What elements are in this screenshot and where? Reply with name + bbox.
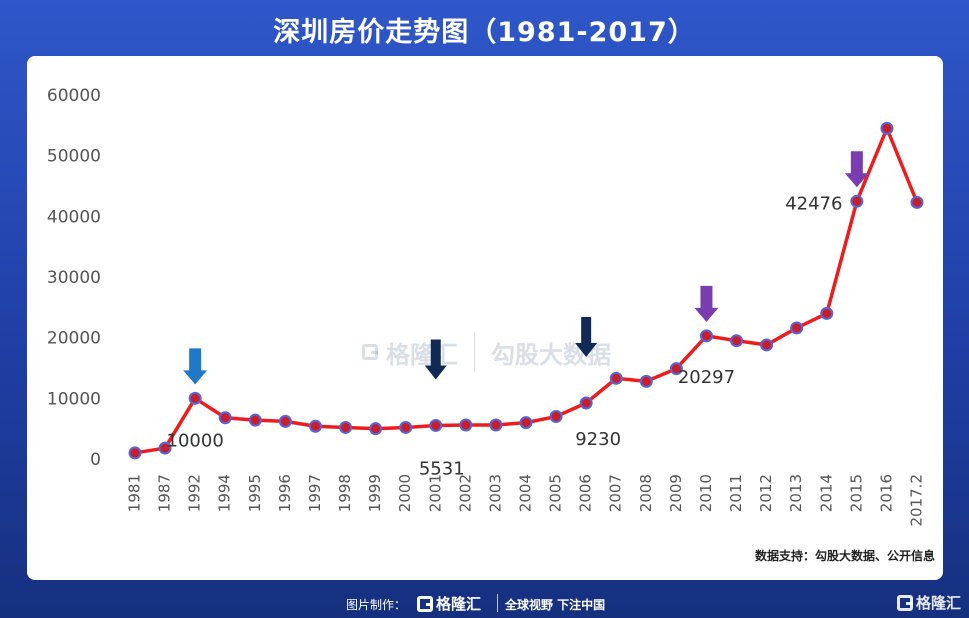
x-tick-label: 2005 <box>547 474 565 512</box>
watermark: 格隆汇 勾股大数据 <box>362 332 611 372</box>
x-tick-label: 1987 <box>156 474 174 512</box>
y-tick-label: 0 <box>90 450 101 470</box>
data-point <box>519 416 533 430</box>
x-tick-label: 2001 <box>426 474 444 512</box>
annotation-arrow-icon <box>844 151 869 188</box>
gelonghui-logo-icon <box>362 344 378 360</box>
data-point <box>790 321 804 335</box>
page-title: 深圳房价走势图（1981-2017） <box>273 17 696 48</box>
data-point <box>549 410 563 424</box>
chart-panel: 格隆汇 勾股大数据 60000 50000 40000 30000 20000 10000… <box>27 56 943 580</box>
x-tick-label: 1999 <box>366 474 384 512</box>
data-label: 42476 <box>785 193 842 214</box>
data-point <box>910 195 924 209</box>
x-tick-label: 2017.2 <box>908 474 926 527</box>
x-tick-label: 2006 <box>577 474 595 512</box>
y-tick-label: 60000 <box>47 86 101 106</box>
data-point <box>880 121 894 135</box>
x-tick-label: 2003 <box>486 474 504 512</box>
x-tick-label: 1997 <box>306 474 324 512</box>
data-label: 20297 <box>678 367 735 388</box>
footer-slogan: 全球视野 下注中国 <box>505 598 606 612</box>
made-by-label: 图片制作： <box>346 598 407 612</box>
y-tick-label: 20000 <box>47 329 101 349</box>
x-tick-label: 2000 <box>396 474 414 512</box>
data-point <box>820 306 834 320</box>
corner-logo: 格隆汇 <box>896 592 961 613</box>
x-tick-label: 1995 <box>246 474 264 512</box>
x-tick-label: 2012 <box>757 474 775 512</box>
data-point <box>278 414 292 428</box>
watermark-divider <box>474 332 475 372</box>
x-tick-label: 1996 <box>276 474 294 512</box>
data-point <box>609 371 623 385</box>
x-tick-label: 1998 <box>336 474 354 512</box>
x-tick-label: 1981 <box>126 474 144 512</box>
annotation-arrow-icon <box>183 348 208 385</box>
data-point <box>699 329 713 343</box>
data-point <box>128 446 142 460</box>
x-tick-label: 2002 <box>456 474 474 512</box>
data-label: 10000 <box>167 430 224 451</box>
data-point <box>369 422 383 436</box>
data-point <box>248 413 262 427</box>
footer-logo-text: 格隆汇 <box>436 595 482 613</box>
x-tick-label: 2014 <box>817 474 835 512</box>
data-point <box>459 418 473 432</box>
y-tick-label: 10000 <box>47 389 101 409</box>
x-tick-label: 2008 <box>637 474 655 512</box>
data-label: 5531 <box>419 458 465 479</box>
y-tick-label: 40000 <box>47 207 101 227</box>
x-tick-label: 2007 <box>607 474 625 512</box>
data-source-note: 数据支持：勾股大数据、公开信息 <box>754 549 935 563</box>
x-tick-label: 1992 <box>186 474 204 512</box>
annotation-arrow-icon <box>424 339 447 380</box>
x-tick-label: 2013 <box>787 474 805 512</box>
x-tick-label: 1994 <box>216 474 234 512</box>
data-point <box>399 420 413 434</box>
data-point <box>429 418 443 432</box>
corner-logo-text: 格隆汇 <box>915 594 961 612</box>
annotation-arrow-icon <box>694 285 719 322</box>
line-chart: 60000 50000 40000 30000 20000 10000 0 1981 1987 1… <box>47 86 926 527</box>
y-tick-label: 50000 <box>47 147 101 167</box>
gelonghui-logo-icon <box>417 595 433 612</box>
x-tick-label: 2004 <box>517 474 535 512</box>
data-point <box>850 194 864 208</box>
data-point <box>339 420 353 434</box>
data-point <box>669 362 683 376</box>
data-point <box>639 374 653 388</box>
data-point <box>579 396 593 410</box>
data-label: 9230 <box>575 429 621 450</box>
footer-divider <box>497 594 498 612</box>
x-tick-label: 2011 <box>727 474 745 512</box>
data-point <box>158 441 172 455</box>
x-tick-label: 2015 <box>847 474 865 512</box>
data-point <box>760 338 774 352</box>
gelonghui-logo-icon <box>896 594 913 611</box>
x-tick-label: 2016 <box>877 474 895 512</box>
y-tick-label: 30000 <box>47 268 101 288</box>
x-tick-label: 2009 <box>667 474 685 512</box>
data-point <box>730 334 744 348</box>
annotation-arrow-icon <box>575 317 598 358</box>
footer-bar: 图片制作： 格隆汇 全球视野 下注中国 格隆汇 <box>0 590 969 618</box>
data-point <box>489 418 503 432</box>
data-point <box>188 391 202 405</box>
watermark-left-text: 格隆汇 <box>386 340 458 369</box>
data-point <box>308 419 322 433</box>
x-tick-label: 2010 <box>697 474 715 512</box>
series-line <box>134 126 919 455</box>
data-point <box>218 411 232 425</box>
footer-logo: 格隆汇 <box>417 593 481 614</box>
